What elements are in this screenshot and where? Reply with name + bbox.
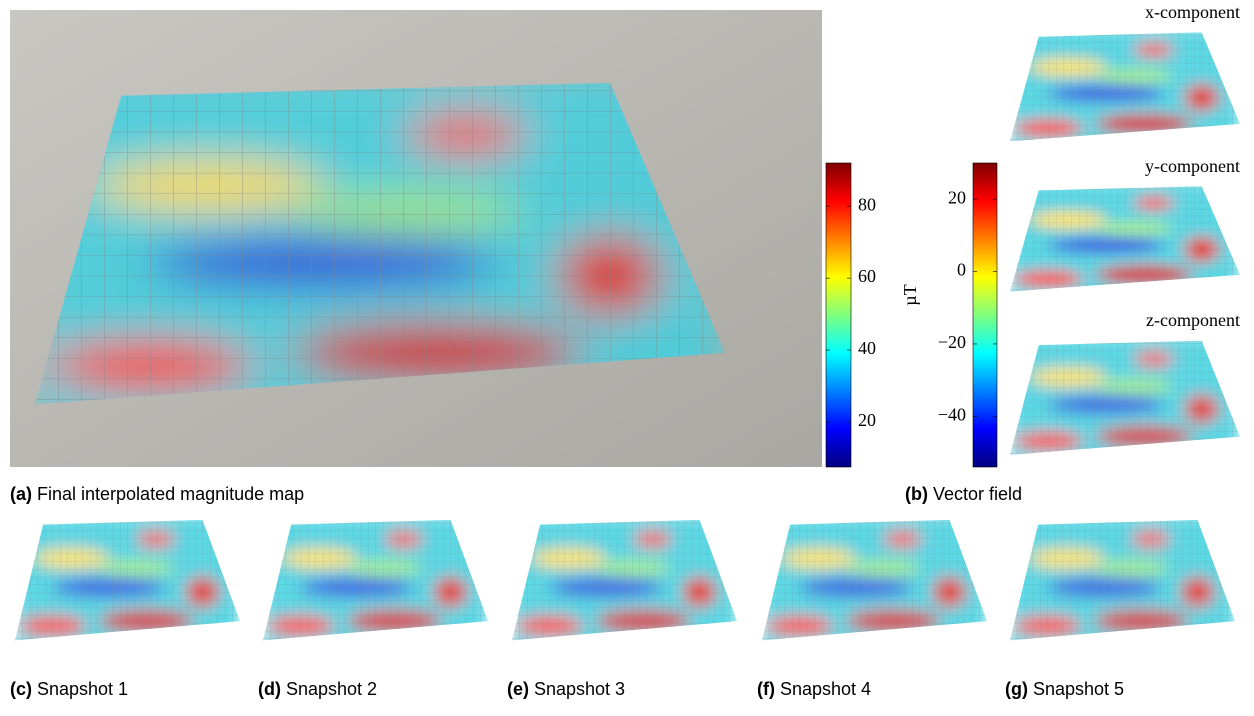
component-map — [1010, 182, 1240, 300]
component-title: y-component — [1145, 156, 1240, 176]
unit-label: µT — [900, 284, 920, 305]
tick-label: 20 — [858, 410, 876, 430]
caption: (c) Snapshot 1 — [10, 679, 128, 699]
tick-label: 60 — [858, 266, 876, 286]
snapshot-map — [1010, 515, 1235, 650]
caption-text: Final interpolated magnitude map — [37, 484, 304, 504]
tick-label: 80 — [858, 194, 876, 214]
component-map — [1010, 336, 1240, 464]
component-map — [1010, 28, 1240, 150]
caption-label: (d) — [258, 679, 281, 699]
tick-label: −20 — [938, 332, 966, 352]
tick-label: 40 — [858, 338, 876, 358]
caption: (g) Snapshot 5 — [1005, 679, 1124, 699]
caption-text: Vector field — [933, 484, 1022, 504]
caption-text: Snapshot 3 — [534, 679, 625, 699]
caption: (d) Snapshot 2 — [258, 679, 377, 699]
caption: (a) Final interpolated magnitude map — [10, 484, 304, 504]
caption: (b) Vector field — [905, 484, 1022, 504]
colorbar — [825, 162, 852, 468]
snapshot-map — [762, 515, 987, 650]
tick-label: 20 — [948, 187, 966, 207]
caption-text: Snapshot 1 — [37, 679, 128, 699]
snapshot-map — [263, 515, 488, 650]
snapshot-map — [512, 515, 737, 650]
caption-text: Snapshot 4 — [780, 679, 871, 699]
caption-label: (b) — [905, 484, 928, 504]
tick-label: 0 — [957, 260, 966, 280]
caption-label: (e) — [507, 679, 529, 699]
colorbar — [972, 162, 998, 468]
component-title: z-component — [1146, 310, 1240, 330]
snapshot-map — [15, 515, 240, 650]
component-title: x-component — [1145, 2, 1240, 22]
caption-text: Snapshot 2 — [286, 679, 377, 699]
caption-label: (c) — [10, 679, 32, 699]
caption-label: (a) — [10, 484, 32, 504]
caption: (f) Snapshot 4 — [757, 679, 871, 699]
caption-label: (f) — [757, 679, 775, 699]
caption: (e) Snapshot 3 — [507, 679, 625, 699]
caption-text: Snapshot 5 — [1033, 679, 1124, 699]
tick-label: −40 — [938, 404, 966, 424]
caption-label: (g) — [1005, 679, 1028, 699]
